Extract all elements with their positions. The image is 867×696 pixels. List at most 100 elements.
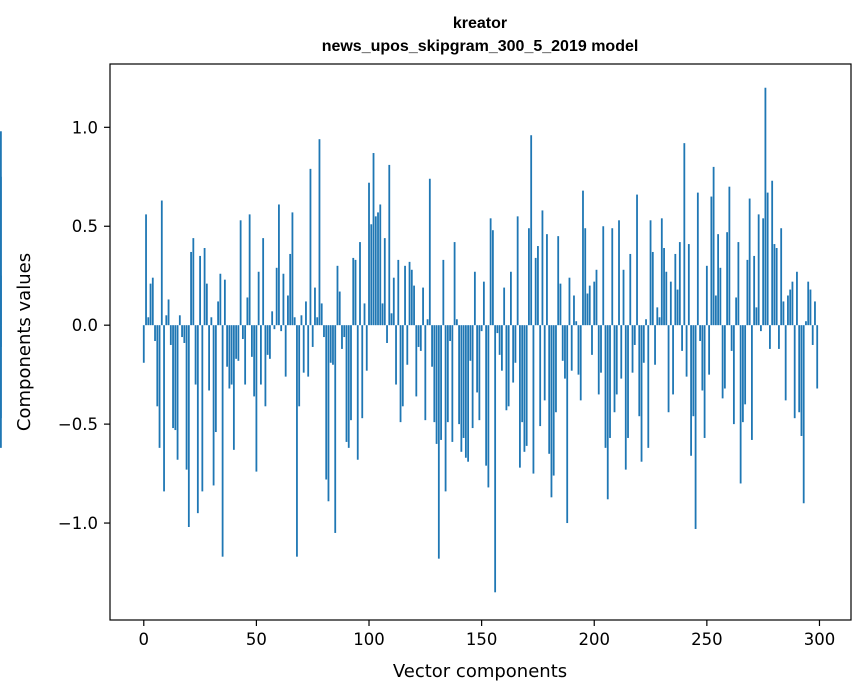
- bar: [464, 325, 467, 458]
- bar: [172, 325, 174, 429]
- bar: [717, 234, 720, 326]
- bar: [627, 325, 629, 438]
- bar: [275, 267, 278, 326]
- bar: [471, 325, 474, 429]
- bar: [503, 287, 506, 326]
- bar: [714, 295, 717, 326]
- bar: [672, 325, 674, 395]
- bar: [613, 325, 616, 413]
- bar: [667, 325, 670, 413]
- bar: [541, 210, 544, 326]
- y-tick-label: 0.0: [72, 316, 98, 335]
- bar: [537, 246, 539, 326]
- bar: [354, 259, 357, 326]
- bar: [575, 321, 578, 326]
- bar: [390, 313, 393, 326]
- bar: [167, 299, 170, 326]
- bar: [647, 325, 650, 448]
- bar: [413, 285, 415, 326]
- bar: [744, 325, 747, 405]
- bar: [341, 325, 343, 349]
- bar: [694, 325, 697, 529]
- bar: [359, 242, 361, 326]
- bar: [669, 281, 672, 326]
- bar: [622, 269, 625, 326]
- bar: [690, 325, 692, 456]
- bar: [705, 265, 708, 326]
- bar: [196, 325, 199, 514]
- bar: [735, 297, 738, 326]
- bar: [577, 325, 580, 375]
- bar: [809, 289, 812, 326]
- bar: [539, 325, 542, 427]
- bar: [780, 228, 783, 326]
- bar: [0, 275, 2, 326]
- bar: [282, 273, 285, 326]
- bar: [311, 325, 314, 347]
- bar: [730, 325, 733, 351]
- bar: [787, 295, 789, 326]
- bar: [320, 303, 323, 326]
- bar: [433, 325, 436, 423]
- bar: [548, 325, 551, 454]
- bar: [237, 325, 240, 361]
- bar: [381, 303, 384, 326]
- bar: [422, 287, 424, 326]
- bar: [250, 325, 253, 357]
- bar: [676, 289, 679, 326]
- bar: [519, 325, 521, 468]
- bar: [397, 259, 400, 326]
- bar: [631, 325, 634, 373]
- bar: [807, 281, 810, 326]
- bar: [318, 139, 321, 326]
- bar: [514, 325, 517, 363]
- bar: [629, 253, 632, 326]
- bar: [455, 319, 458, 326]
- bar: [491, 230, 494, 326]
- bar: [683, 143, 686, 326]
- bar: [392, 277, 395, 326]
- bar: [460, 325, 463, 452]
- bar: [663, 248, 665, 326]
- bar: [336, 265, 339, 326]
- bar: [372, 153, 375, 326]
- bar: [640, 325, 643, 462]
- bar: [564, 325, 566, 379]
- bar: [660, 218, 663, 326]
- bar: [244, 325, 247, 385]
- bar: [165, 315, 168, 326]
- bar: [798, 325, 801, 413]
- bar: [264, 325, 267, 407]
- bar: [699, 325, 701, 342]
- bar: [228, 325, 231, 389]
- x-tick-label: 250: [691, 630, 723, 649]
- bar: [386, 325, 388, 343]
- bar: [789, 289, 792, 326]
- bar: [692, 325, 695, 417]
- bar: [374, 216, 377, 326]
- bar: [352, 257, 355, 326]
- x-tick-label: 100: [353, 630, 385, 649]
- bar: [764, 87, 767, 326]
- bar: [638, 325, 641, 417]
- bar: [363, 303, 366, 326]
- bar: [142, 325, 145, 363]
- bar: [203, 248, 206, 326]
- bar: [487, 325, 490, 488]
- bar: [212, 325, 215, 486]
- bar: [415, 325, 418, 397]
- bar: [805, 321, 807, 326]
- bar: [205, 283, 208, 326]
- bar: [476, 325, 479, 393]
- bar: [440, 325, 442, 440]
- bar: [791, 281, 794, 326]
- bar: [208, 325, 210, 391]
- bar: [505, 325, 508, 411]
- bar: [782, 301, 785, 326]
- bar: [674, 253, 677, 326]
- bar: [678, 242, 681, 326]
- x-tick-label: 300: [804, 630, 836, 649]
- bar: [523, 325, 526, 452]
- bar: [762, 218, 765, 326]
- bar: [467, 325, 470, 462]
